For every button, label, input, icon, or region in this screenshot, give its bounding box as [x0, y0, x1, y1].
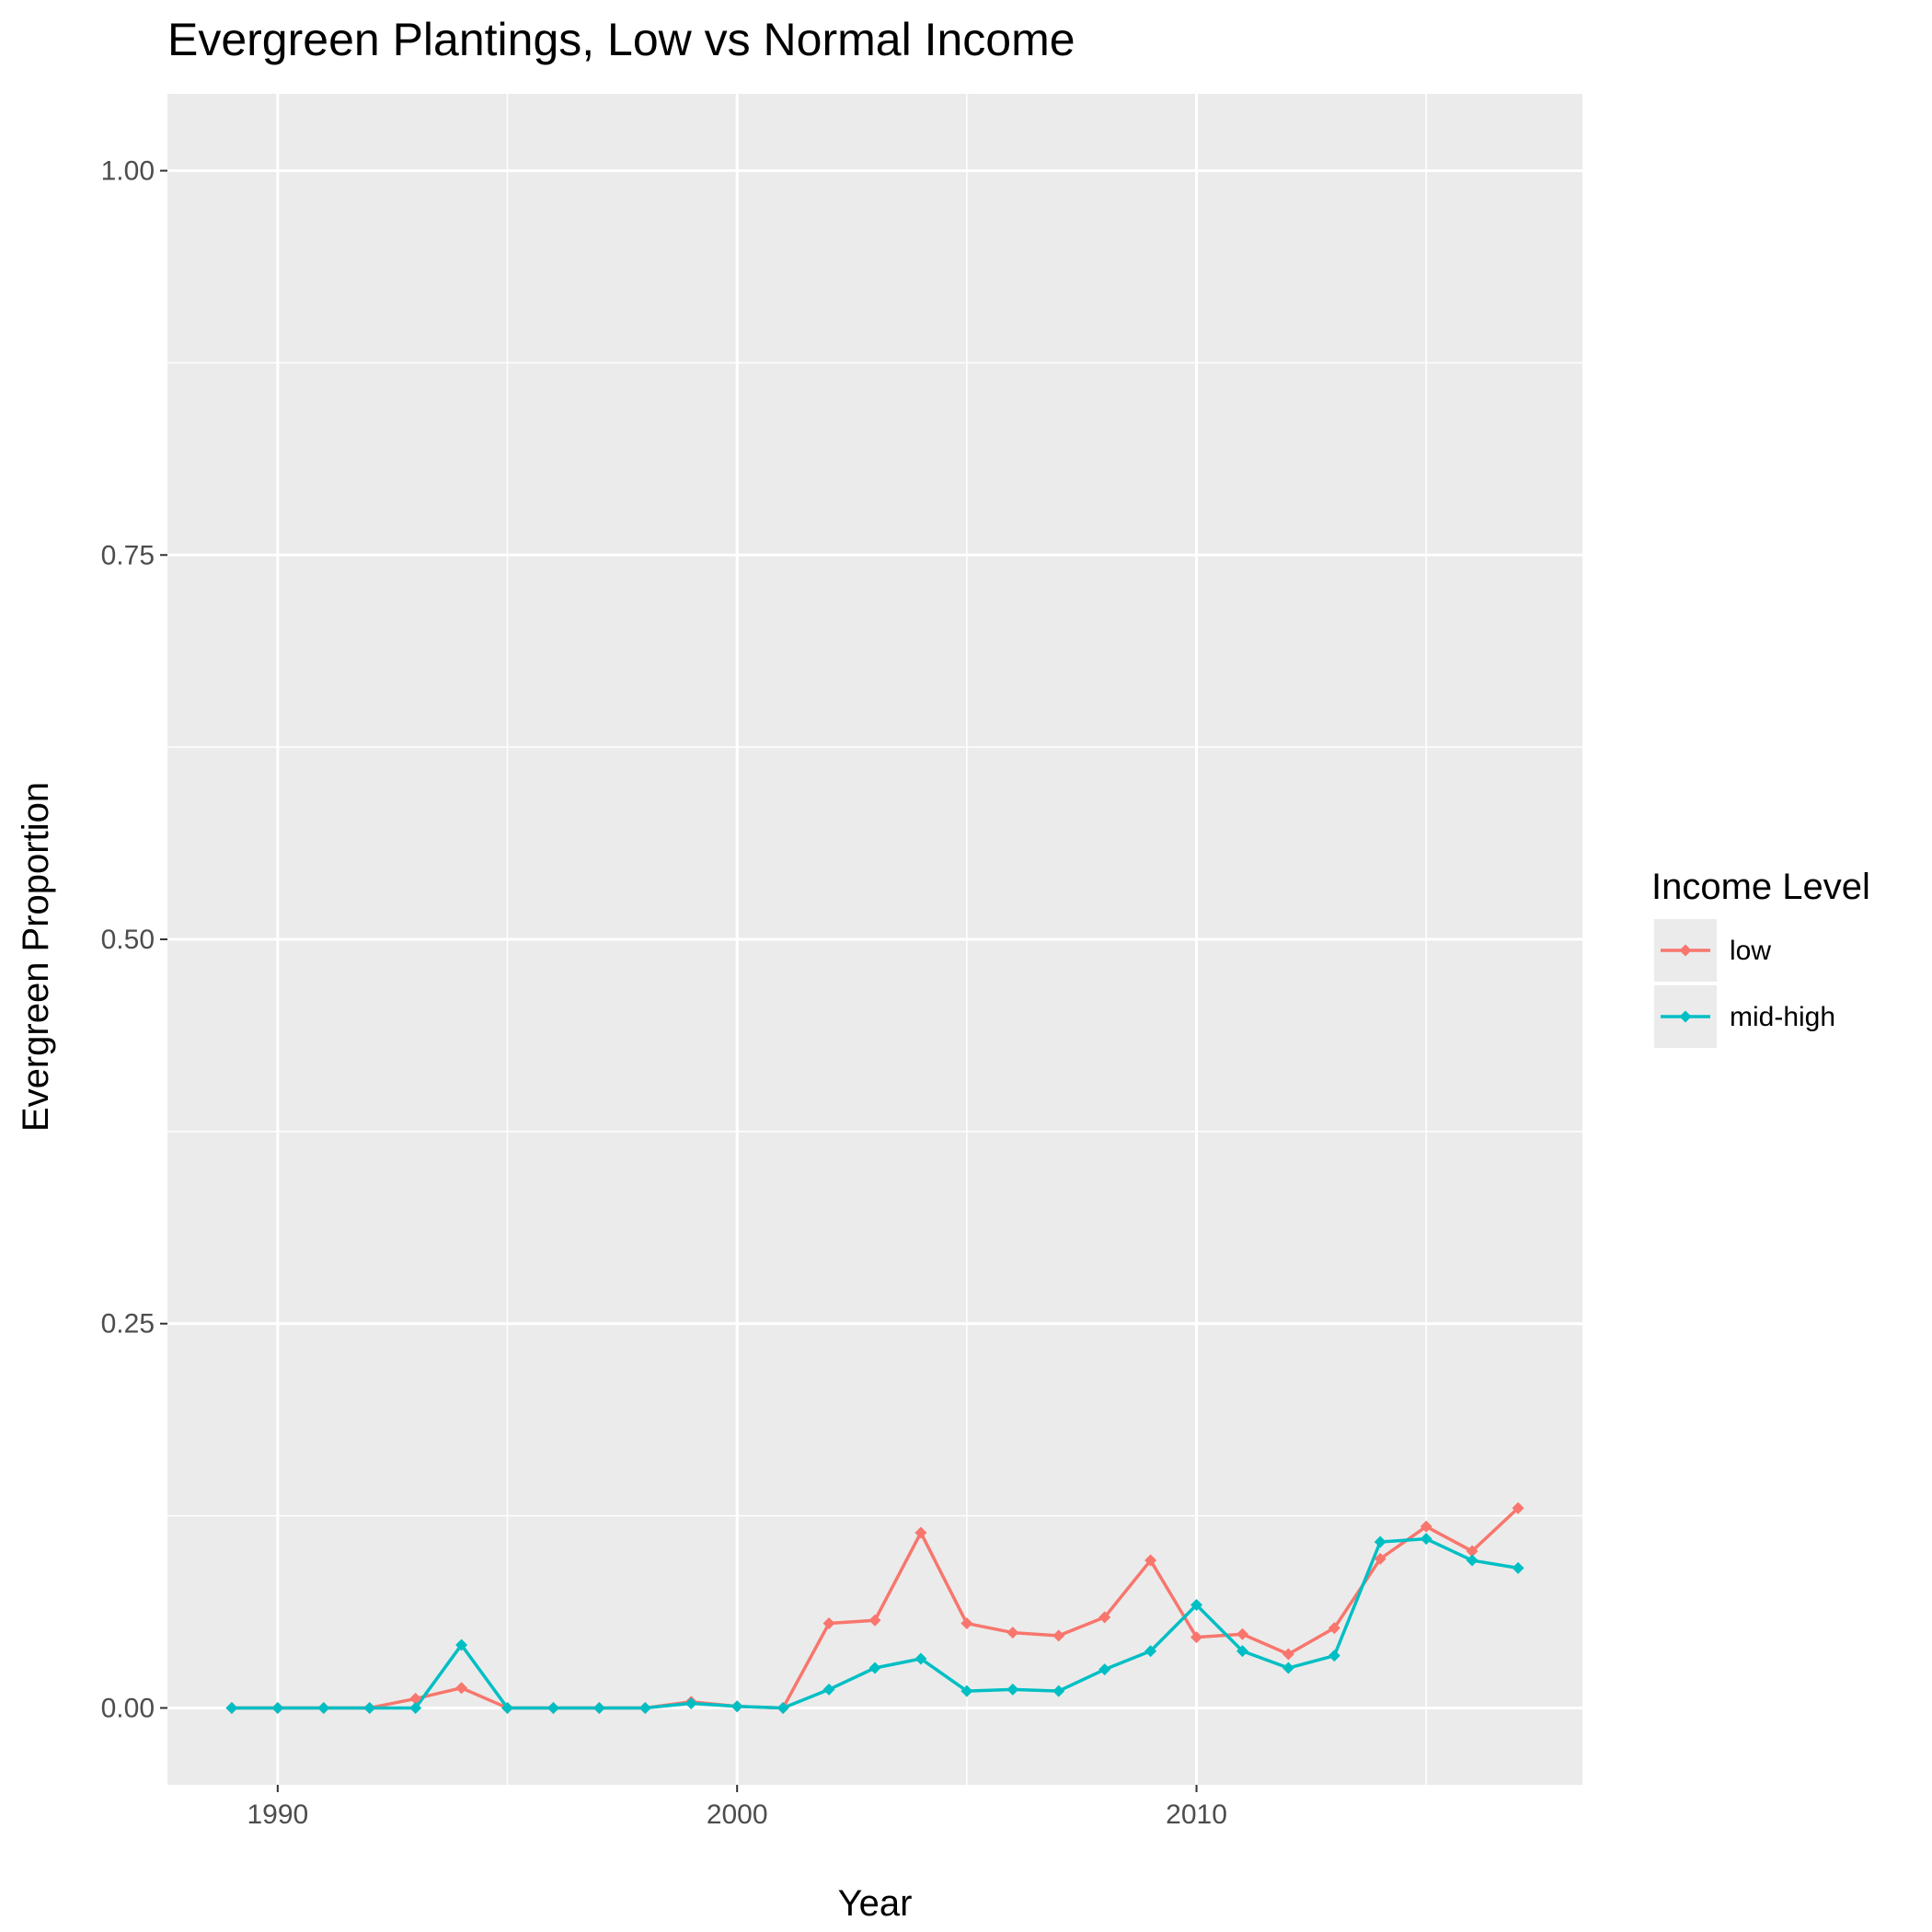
data-point-low — [1466, 1545, 1478, 1558]
data-point-low — [1374, 1552, 1386, 1565]
data-point-low — [1512, 1501, 1524, 1514]
legend: Income Level low mid-high — [1651, 867, 1870, 1048]
data-point-mid-high — [409, 1701, 422, 1714]
data-point-low — [960, 1617, 973, 1630]
data-point-mid-high — [1374, 1535, 1386, 1548]
data-point-mid-high — [271, 1701, 284, 1714]
data-point-mid-high — [225, 1701, 238, 1714]
data-point-mid-high — [730, 1700, 743, 1713]
data-point-mid-high — [455, 1639, 468, 1651]
y-axis: 0.00 0.25 0.50 0.75 1.00 — [101, 156, 167, 1723]
data-point-mid-high — [1466, 1554, 1478, 1567]
data-point-low — [1144, 1554, 1157, 1567]
data-point-low — [1006, 1627, 1019, 1639]
data-point-mid-high — [822, 1683, 835, 1696]
data-point-low — [409, 1692, 422, 1705]
y-tick-label: 0.75 — [101, 540, 155, 570]
chart-title: Evergreen Plantings, Low vs Normal Incom… — [167, 14, 1075, 65]
data-point-mid-high — [317, 1701, 330, 1714]
data-point-mid-high — [1144, 1645, 1157, 1658]
legend-item-mid-high: mid-high — [1654, 985, 1835, 1048]
series-layer — [225, 1501, 1524, 1714]
data-point-mid-high — [1420, 1533, 1432, 1546]
data-point-mid-high — [363, 1701, 376, 1714]
y-tick-label: 0.00 — [101, 1693, 155, 1723]
data-point-low — [822, 1617, 835, 1630]
data-point-mid-high — [1236, 1645, 1248, 1658]
x-tick-label: 1990 — [247, 1800, 308, 1830]
data-point-low — [1190, 1631, 1203, 1644]
y-tick-label: 0.25 — [101, 1309, 155, 1340]
data-point-mid-high — [592, 1701, 605, 1714]
legend-label: mid-high — [1730, 1002, 1835, 1032]
data-point-low — [1328, 1622, 1340, 1635]
y-axis-title: Evergreen Proportion — [16, 782, 56, 1132]
y-tick-label: 0.50 — [101, 925, 155, 955]
legend-title: Income Level — [1651, 867, 1870, 907]
legend-marker — [1679, 1010, 1692, 1023]
data-point-mid-high — [1328, 1650, 1340, 1662]
legend-item-low: low — [1654, 919, 1771, 982]
data-point-low — [1052, 1629, 1065, 1642]
data-point-mid-high — [1282, 1662, 1294, 1674]
y-tick-label: 1.00 — [101, 156, 155, 187]
data-point-low — [455, 1682, 468, 1695]
legend-marker — [1679, 944, 1692, 957]
x-axis-title: Year — [838, 1883, 913, 1924]
x-tick-label: 2000 — [707, 1800, 768, 1830]
data-point-mid-high — [501, 1701, 514, 1714]
data-point-mid-high — [960, 1685, 973, 1697]
data-point-low — [868, 1614, 881, 1627]
data-point-low — [1098, 1611, 1111, 1624]
data-point-mid-high — [1006, 1683, 1019, 1696]
x-axis: 1990 2000 2010 — [247, 1785, 1227, 1830]
data-point-mid-high — [868, 1662, 881, 1674]
data-point-mid-high — [776, 1701, 789, 1714]
data-point-low — [1420, 1520, 1432, 1533]
data-point-low — [914, 1526, 927, 1539]
data-point-mid-high — [546, 1701, 559, 1714]
data-point-mid-high — [914, 1652, 927, 1665]
data-point-mid-high — [684, 1696, 697, 1709]
data-point-mid-high — [638, 1701, 651, 1714]
data-point-mid-high — [1512, 1561, 1524, 1574]
data-point-mid-high — [1190, 1599, 1203, 1612]
data-point-low — [1282, 1648, 1294, 1661]
data-point-mid-high — [1052, 1685, 1065, 1697]
data-point-mid-high — [1098, 1663, 1111, 1676]
data-point-low — [1236, 1627, 1248, 1640]
x-tick-label: 2010 — [1166, 1800, 1227, 1830]
legend-label: low — [1730, 936, 1771, 966]
